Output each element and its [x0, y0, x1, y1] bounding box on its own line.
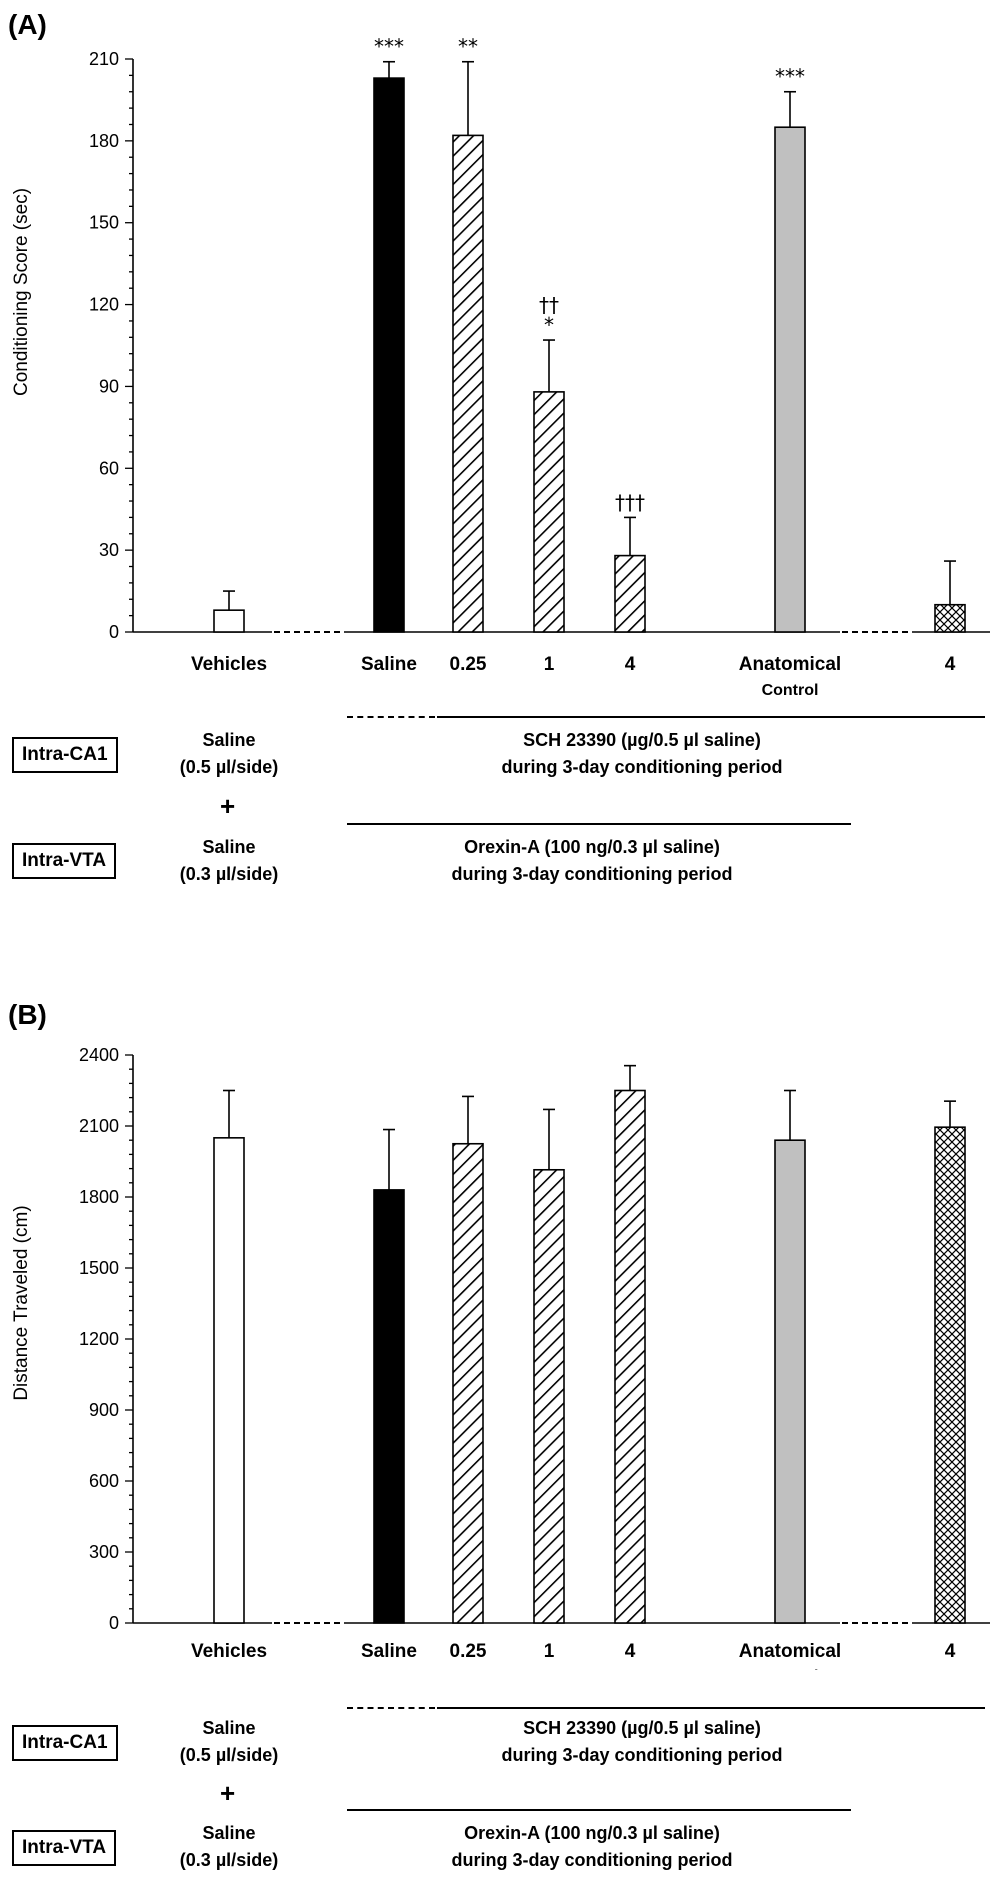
y-tick-label: 0	[109, 1613, 119, 1633]
sch-line1: SCH 23390 (µg/0.5 µl saline)	[523, 1718, 761, 1738]
category-label-4: 4	[625, 1641, 636, 1662]
category-label-4: 4	[625, 654, 636, 675]
saline-ca1-text: Saline (0.5 µl/side)	[180, 727, 278, 781]
y-tick-label: 900	[89, 1400, 119, 1420]
intra-ca1-box: Intra-CA1	[12, 1725, 118, 1761]
y-tick-label: 120	[89, 295, 119, 315]
orexin-line1: Orexin-A (100 ng/0.3 µl saline)	[464, 1823, 720, 1843]
bar-vehicles	[213, 609, 245, 633]
bar-anatomical-control	[774, 1139, 806, 1624]
y-tick-label: 150	[89, 213, 119, 233]
significance-label-sch-1: *	[544, 313, 554, 337]
bar-sch-1	[533, 391, 565, 633]
orexin-text: Orexin-A (100 ng/0.3 µl saline) during 3…	[452, 834, 733, 888]
significance-label-sch-0-25: **	[458, 35, 478, 59]
category-label-control: Control	[762, 1668, 819, 1670]
significance-label-sch-1: ††	[539, 293, 559, 317]
orexin-line	[347, 1809, 851, 1811]
y-tick-label: 90	[99, 376, 119, 396]
y-tick-label: 600	[89, 1471, 119, 1491]
orexin-line1: Orexin-A (100 ng/0.3 µl saline)	[464, 837, 720, 857]
category-label-1: 1	[544, 1641, 555, 1662]
bar-sch-4	[614, 554, 646, 633]
orexin-line2: during 3-day conditioning period	[451, 1850, 733, 1870]
bar-sch-1	[533, 1168, 565, 1624]
saline-vta-line1: Saline	[202, 837, 256, 857]
category-label-saline: Saline	[361, 1641, 417, 1662]
category-label-anatomical: Anatomical	[739, 1641, 841, 1662]
saline-vta-text: Saline (0.3 µl/side)	[180, 834, 278, 888]
y-tick-label: 180	[89, 131, 119, 151]
y-tick-label: 30	[99, 540, 119, 560]
plus-sign: +	[220, 791, 236, 821]
category-label-saline: Saline	[361, 654, 417, 675]
bar-vehicles	[213, 1137, 245, 1624]
category-label-vehicles: Vehicles	[191, 1641, 267, 1662]
sch-text: SCH 23390 (µg/0.5 µl saline) during 3-da…	[502, 727, 783, 781]
category-label-vehicles: Vehicles	[191, 654, 267, 675]
bar-sch-4-alone	[934, 603, 966, 633]
bar-saline	[373, 1189, 405, 1624]
panel-label: (B)	[8, 999, 47, 1030]
saline-vta-line1: Saline	[202, 1823, 256, 1843]
category-label-control: Control	[762, 682, 819, 699]
saline-ca1-text: Saline (0.5 µl/side)	[180, 1715, 278, 1769]
panel-b: (B) Distance Traveled (cm) 0 300 600 900 120…	[0, 990, 1000, 1889]
category-label-0-25: 0.25	[450, 1641, 487, 1662]
saline-ca1-line2: (0.5 µl/side)	[179, 1745, 279, 1765]
panel-a: (A) Conditioning Score (sec) 0 30 60 90 120 1…	[0, 0, 1000, 940]
orexin-line2: during 3-day conditioning period	[451, 864, 733, 884]
sch-text: SCH 23390 (µg/0.5 µl saline) during 3-da…	[502, 1715, 783, 1769]
saline-vta-line2: (0.3 µl/side)	[179, 864, 279, 884]
orexin-line	[347, 823, 851, 825]
bar-saline	[373, 77, 405, 633]
y-tick-label: 210	[89, 49, 119, 69]
y-tick-label: 2400	[79, 1045, 119, 1065]
chart-a: (A) Conditioning Score (sec) 0 30 60 90 120 1…	[8, 9, 990, 699]
y-tick-label: 60	[99, 458, 119, 478]
sch-dashed-line	[347, 716, 435, 718]
category-label-4b: 4	[945, 654, 956, 675]
intra-vta-box: Intra-VTA	[12, 1830, 117, 1866]
sch-line	[437, 1707, 985, 1709]
category-label-4b: 4	[945, 1641, 956, 1662]
y-tick-label: 1200	[79, 1329, 119, 1349]
y-tick-label: 0	[109, 622, 119, 642]
y-tick-label: 1800	[79, 1187, 119, 1207]
bar-sch-4	[614, 1089, 646, 1624]
category-label-1: 1	[544, 654, 555, 675]
intra-ca1-box: Intra-CA1	[12, 737, 118, 773]
bar-anatomical-control	[774, 126, 806, 633]
orexin-text: Orexin-A (100 ng/0.3 µl saline) during 3…	[452, 1820, 733, 1874]
category-label-anatomical: Anatomical	[739, 654, 841, 675]
bar-sch-0-25	[452, 1142, 484, 1624]
sch-line2: during 3-day conditioning period	[501, 1745, 783, 1765]
sch-dashed-line	[347, 1707, 435, 1709]
y-axis-title: Distance Traveled (cm)	[11, 1205, 32, 1400]
plus-sign: +	[220, 1778, 236, 1808]
chart-b: (B) Distance Traveled (cm) 0 300 600 900 120…	[8, 999, 990, 1670]
significance-label-saline: ***	[374, 35, 404, 59]
y-axis-title: Conditioning Score (sec)	[11, 188, 32, 396]
significance-label-sch-4: †††	[615, 490, 645, 514]
y-tick-label: 300	[89, 1542, 119, 1562]
y-tick-label: 1500	[79, 1258, 119, 1278]
category-label-0-25: 0.25	[450, 654, 487, 675]
saline-ca1-line1: Saline	[202, 730, 256, 750]
panel-label: (A)	[8, 9, 47, 40]
y-tick-label: 2100	[79, 1116, 119, 1136]
significance-label-anatomical-control: ***	[775, 65, 805, 89]
saline-ca1-line2: (0.5 µl/side)	[179, 757, 279, 777]
sch-line	[437, 716, 985, 718]
saline-vta-text: Saline (0.3 µl/side)	[180, 1820, 278, 1874]
saline-vta-line2: (0.3 µl/side)	[179, 1850, 279, 1870]
saline-ca1-line1: Saline	[202, 1718, 256, 1738]
intra-vta-box: Intra-VTA	[12, 843, 117, 879]
sch-line1: SCH 23390 (µg/0.5 µl saline)	[523, 730, 761, 750]
bar-sch-0-25	[452, 134, 484, 633]
sch-line2: during 3-day conditioning period	[501, 757, 783, 777]
bar-sch-4-alone	[934, 1126, 966, 1624]
